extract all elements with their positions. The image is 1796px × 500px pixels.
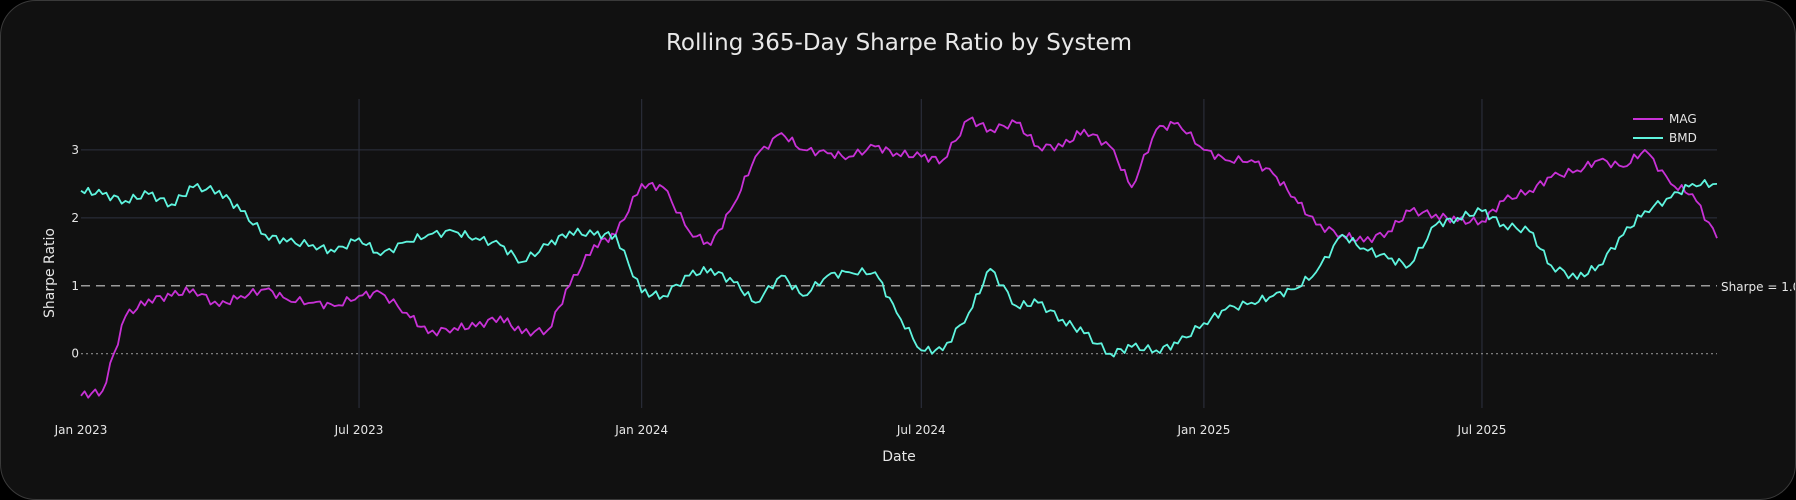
series-line-bmd	[80, 179, 1718, 358]
legend-item-bmd[interactable]: BMD	[1633, 131, 1697, 145]
reference-lines: Sharpe = 1.0	[81, 280, 1796, 355]
y-tick-label: 3	[71, 143, 79, 157]
y-axis-title: Sharpe Ratio	[42, 228, 58, 318]
legend-label: MAG	[1669, 112, 1697, 126]
grid-layer	[81, 99, 1717, 408]
series-line-mag	[80, 116, 1718, 399]
y-tick-label: 2	[71, 211, 79, 225]
tick-labels: Jan 2023 Jul 2023 Jan 2024 Jul 2024 Jan 2025…	[54, 143, 1507, 437]
x-tick-label: Jan 2023	[54, 423, 108, 437]
x-tick-label: Jul 2024	[896, 423, 946, 437]
y-tick-label: 0	[71, 347, 79, 361]
x-tick-label: Jan 2025	[1176, 423, 1230, 437]
x-tick-label: Jul 2023	[334, 423, 384, 437]
chart-title: Rolling 365-Day Sharpe Ratio by System	[666, 30, 1132, 56]
x-axis-title: Date	[882, 449, 915, 465]
reference-line-label: Sharpe = 1.0	[1721, 280, 1796, 294]
series-layer	[80, 116, 1718, 399]
legend-label: BMD	[1669, 131, 1697, 145]
y-tick-label: 1	[71, 279, 79, 293]
x-tick-label: Jan 2024	[614, 423, 668, 437]
x-tick-label: Jul 2025	[1457, 423, 1507, 437]
legend-item-mag[interactable]: MAG	[1633, 112, 1697, 126]
legend[interactable]: MAG BMD	[1633, 112, 1697, 145]
